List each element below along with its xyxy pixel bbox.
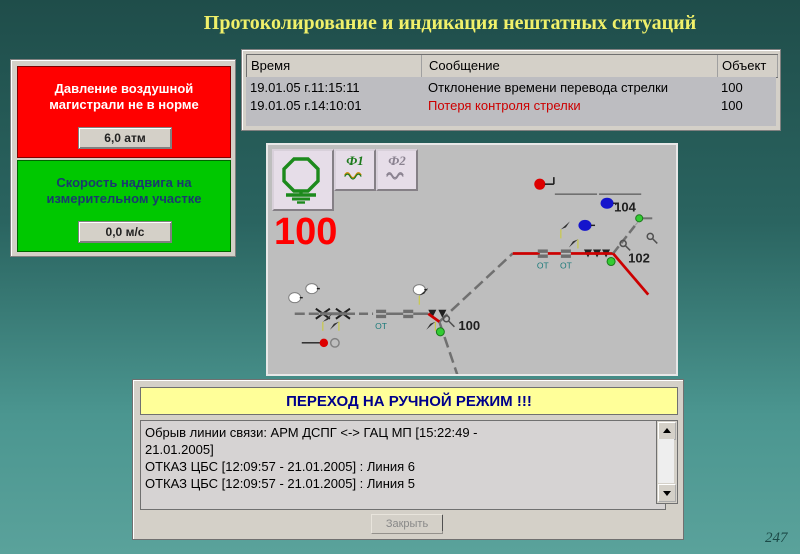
svg-text:104: 104 — [614, 199, 637, 214]
svg-text:ОТ: ОТ — [375, 321, 387, 331]
svg-text:100: 100 — [458, 318, 480, 333]
svg-text:102: 102 — [628, 251, 650, 266]
svg-text:ОТ: ОТ — [560, 261, 572, 271]
svg-text:ОТ: ОТ — [537, 261, 549, 271]
